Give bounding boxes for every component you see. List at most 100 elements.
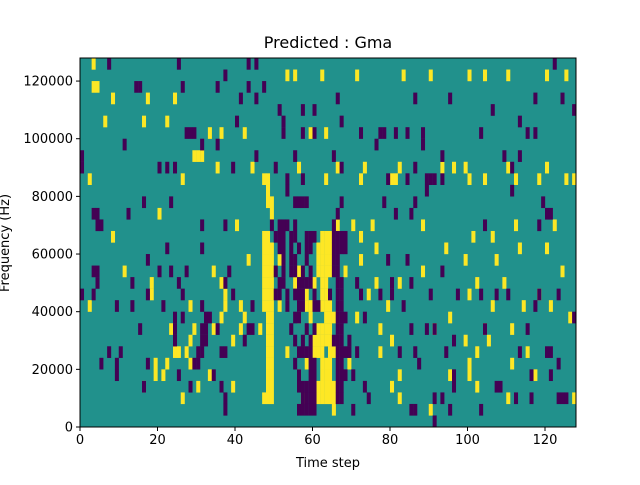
heatmap-cell-low <box>304 230 309 243</box>
heatmap-cell-high <box>304 288 309 301</box>
heatmap-cell-high <box>266 265 271 278</box>
heatmap-cell-high <box>173 346 178 358</box>
heatmap-cell-high <box>262 277 267 289</box>
heatmap-cell-low <box>312 104 317 116</box>
heatmap-cell-high <box>506 69 511 82</box>
heatmap-cell-high <box>320 230 325 243</box>
heatmap-cell-low <box>176 369 181 382</box>
heatmap-cell-high <box>285 69 290 82</box>
heatmap-cell-high <box>328 242 333 255</box>
heatmap-cell-high <box>269 300 274 312</box>
heatmap-cell-high <box>448 311 453 324</box>
heatmap-cell-low <box>80 288 85 301</box>
heatmap-cell-low <box>548 369 553 382</box>
heatmap-cell-low <box>300 288 305 301</box>
heatmap-cell-low <box>455 288 460 301</box>
heatmap-cell-low <box>359 127 364 139</box>
heatmap-cell-high <box>331 311 336 324</box>
heatmap-cell-low <box>308 265 313 278</box>
heatmap-cell-low <box>223 403 228 416</box>
heatmap-cell-low <box>273 161 278 174</box>
heatmap-cell-low <box>343 242 348 255</box>
heatmap-cell-high <box>196 380 201 393</box>
heatmap-cell-high <box>328 300 333 312</box>
heatmap-cell-high <box>467 288 472 301</box>
heatmap-cell-low <box>285 219 290 232</box>
heatmap-cell-low <box>223 219 228 232</box>
heatmap-cell-high <box>316 323 321 335</box>
heatmap-cell-low <box>297 311 302 324</box>
heatmap-cell-high <box>467 357 472 370</box>
heatmap-cell-low <box>223 392 228 405</box>
heatmap-cell-low <box>339 311 344 324</box>
heatmap-cell-low <box>300 127 305 139</box>
heatmap-cell-low <box>552 58 557 70</box>
heatmap-cell-low <box>215 323 220 335</box>
heatmap-cell-low <box>304 254 309 266</box>
heatmap-cell-low <box>428 288 433 301</box>
heatmap-cell-high <box>475 277 480 289</box>
heatmap-cell-low <box>122 138 127 151</box>
heatmap-cell-low <box>304 277 309 289</box>
x-tick-label: 120 <box>533 433 558 448</box>
heatmap-cell-low <box>386 254 391 266</box>
heatmap-cell-low <box>300 346 305 358</box>
heatmap-cell-low <box>254 92 259 105</box>
heatmap-cell-low <box>409 207 414 220</box>
heatmap-cell-high <box>285 346 290 358</box>
heatmap-cell-low <box>188 127 193 139</box>
heatmap-cell-high <box>331 403 336 416</box>
heatmap-cell-high <box>467 69 472 82</box>
heatmap-cell-high <box>266 173 271 185</box>
heatmap-cell-low <box>235 115 240 128</box>
heatmap-cell-low <box>223 277 228 289</box>
heatmap-cell-low <box>347 334 352 347</box>
x-axis: 0 20 40 60 80 100 120 <box>76 427 558 448</box>
heatmap-cell-low <box>308 242 313 255</box>
heatmap-cell-high <box>324 334 329 347</box>
heatmap-cell-high <box>308 300 313 312</box>
heatmap-cell-low <box>564 392 569 405</box>
heatmap-cell-high <box>521 300 526 312</box>
heatmap-cell-high <box>401 69 406 82</box>
heatmap-cell-low <box>250 323 255 335</box>
heatmap-cell-low <box>448 92 453 105</box>
heatmap-cell-high <box>200 150 205 162</box>
heatmap-cell-low <box>300 403 305 416</box>
heatmap-cell-low <box>138 81 143 93</box>
heatmap-cell-low <box>207 311 212 324</box>
heatmap-cell-low <box>188 380 193 393</box>
heatmap-cell-low <box>339 357 344 370</box>
heatmap-cell-low <box>293 230 298 243</box>
x-tick-label: 80 <box>382 433 399 448</box>
heatmap-cell-high <box>169 323 174 335</box>
heatmap-cell-low <box>157 161 162 174</box>
heatmap-cell-low <box>529 369 534 382</box>
heatmap-cell-low <box>250 300 255 312</box>
heatmap-cell-low <box>339 346 344 358</box>
heatmap-cell-high <box>87 300 92 312</box>
heatmap-cell-high <box>266 380 271 393</box>
heatmap-cell-low <box>452 334 457 347</box>
heatmap-cell-low <box>517 115 522 128</box>
heatmap-cell-high <box>207 127 212 139</box>
heatmap-cell-low <box>196 346 201 358</box>
heatmap-cell-low <box>200 334 205 347</box>
heatmap-cell-low <box>300 300 305 312</box>
heatmap-cell-high <box>316 242 321 255</box>
heatmap-cell-high <box>304 300 309 312</box>
heatmap-cell-high <box>320 265 325 278</box>
heatmap-cell-high <box>269 288 274 301</box>
heatmap-cell-high <box>320 242 325 255</box>
heatmap-cell-low <box>304 403 309 416</box>
plot-area <box>79 57 577 428</box>
heatmap-cell-low <box>273 288 278 301</box>
heatmap-cell-low <box>498 380 503 393</box>
heatmap-cell-low <box>529 392 534 405</box>
heatmap-cell-high <box>324 127 329 139</box>
heatmap-cell-low <box>200 346 205 358</box>
heatmap-cell-high <box>475 346 480 358</box>
heatmap-cell-high <box>91 58 96 70</box>
heatmap-cell-low <box>397 346 402 358</box>
heatmap-cell-low <box>339 369 344 382</box>
